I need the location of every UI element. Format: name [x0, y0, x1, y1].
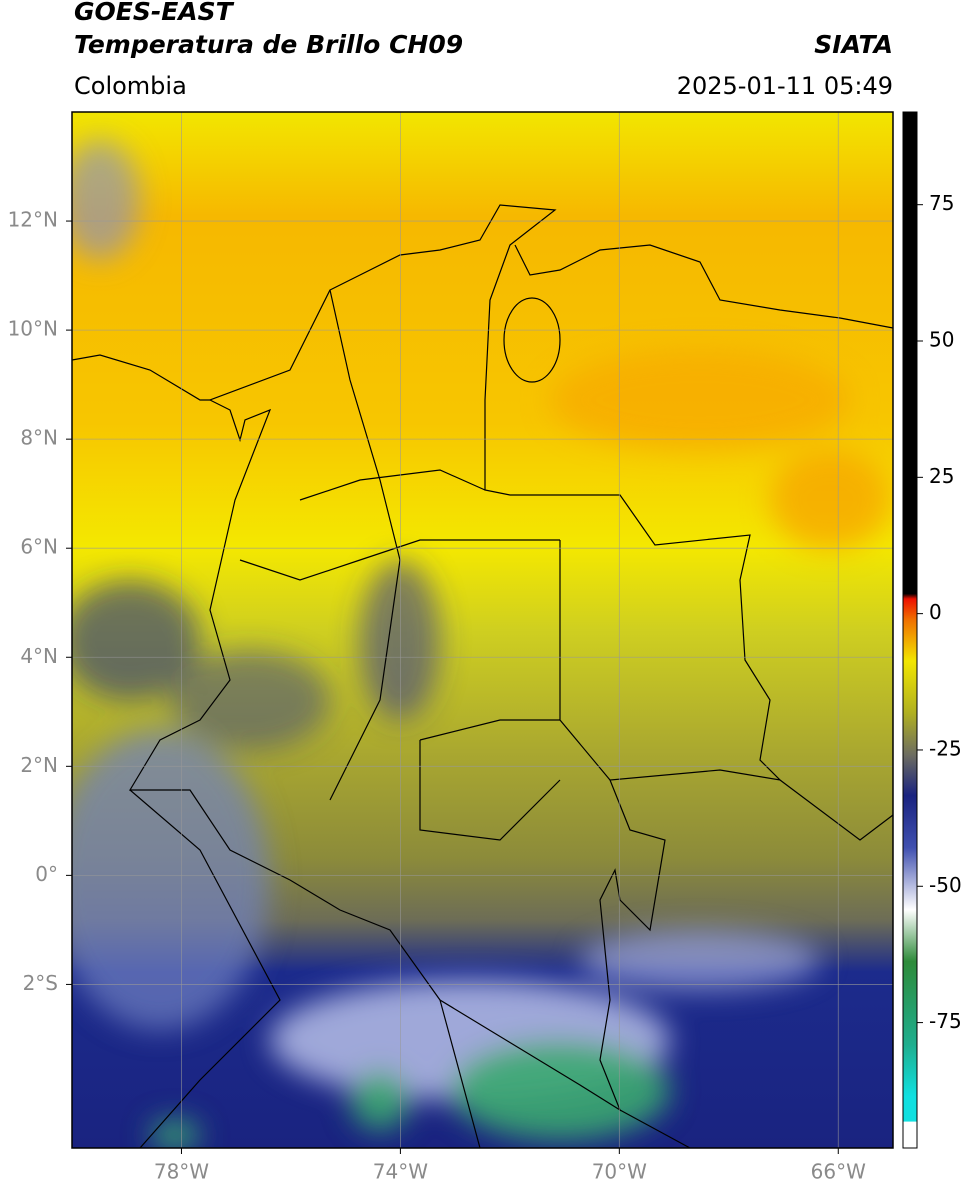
x-tick-label: 70°W — [592, 1160, 647, 1184]
colorbar-tick-label: 50 — [929, 328, 954, 352]
subtitle: Temperatura de Brillo CH09 — [74, 30, 463, 59]
x-tick-label: 66°W — [811, 1160, 866, 1184]
y-tick-label: 2°N — [20, 753, 58, 777]
colorbar-tick-label: -25 — [929, 736, 962, 760]
datetime: 2025-01-11 05:49 — [677, 72, 893, 100]
satellite-image — [72, 112, 893, 1148]
x-tick-label: 78°W — [154, 1160, 209, 1184]
colorbar-tick-label: 0 — [929, 600, 942, 624]
y-tick-label: 12°N — [8, 208, 58, 232]
y-tick-label: 4°N — [20, 644, 58, 668]
colorbar-tick-label: 25 — [929, 464, 954, 488]
colorbar-tick-label: 75 — [929, 191, 954, 215]
y-tick-label: 0° — [35, 862, 58, 886]
title: GOES-EAST — [74, 0, 235, 26]
map-frame — [71, 111, 894, 1149]
region: Colombia — [74, 72, 187, 100]
x-tick-label: 74°W — [373, 1160, 428, 1184]
source: SIATA — [814, 30, 893, 59]
y-tick-label: 6°N — [20, 535, 58, 559]
colorbar-tick-label: -50 — [929, 873, 962, 897]
y-tick-label: 2°S — [23, 971, 58, 995]
colorbar — [902, 111, 918, 1149]
y-tick-label: 10°N — [8, 317, 58, 341]
grid — [72, 112, 893, 1148]
y-tick-label: 8°N — [20, 426, 58, 450]
colorbar-tick-label: -75 — [929, 1009, 962, 1033]
